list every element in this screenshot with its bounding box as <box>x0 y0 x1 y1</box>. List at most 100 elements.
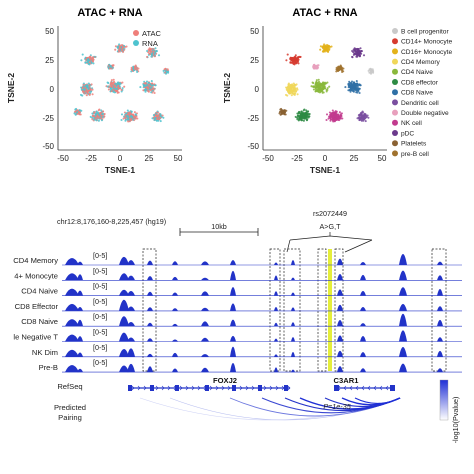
signal-peak <box>230 260 236 265</box>
tsne-point <box>336 115 339 118</box>
tsne-point <box>108 63 111 66</box>
exon <box>232 385 236 391</box>
tsne-point <box>335 118 338 122</box>
tsne-points-left <box>73 43 170 123</box>
tsne-point <box>315 81 318 84</box>
tsne-point <box>279 113 282 116</box>
tsne-point <box>352 81 355 84</box>
tsne-point <box>130 118 133 122</box>
tsne-point <box>145 86 148 89</box>
track-range: [0-5] <box>93 251 107 260</box>
tsne-point <box>151 117 154 120</box>
signal-peak <box>119 349 129 357</box>
signal-peak <box>119 316 129 327</box>
colorbar <box>439 379 449 421</box>
tsne-point <box>124 116 127 119</box>
signal-peak <box>399 330 407 342</box>
tsne-point <box>115 84 118 87</box>
tsne-point <box>121 46 124 49</box>
tsne-point <box>285 88 288 91</box>
tsne-point <box>371 70 374 73</box>
tsne-point <box>341 117 344 120</box>
tsne-point <box>154 84 157 87</box>
signal-peak <box>172 368 178 373</box>
tsne-point <box>332 120 335 123</box>
track-label: CD4 Naive <box>21 287 58 296</box>
strand-arrow <box>379 385 383 391</box>
signal-peak <box>360 368 366 373</box>
signal-peak <box>127 291 135 296</box>
panel-title: ATAC + RNA <box>77 7 142 19</box>
signal-peak <box>201 367 209 373</box>
strand-arrow <box>275 385 279 391</box>
signal-peak <box>337 258 343 265</box>
signal-peak <box>127 322 135 327</box>
tsne-point <box>290 85 294 88</box>
signal-peak <box>172 339 178 342</box>
legend-label: CD4 Naive <box>401 69 433 76</box>
strand-arrow <box>227 385 231 391</box>
tsne-point <box>331 109 334 112</box>
strand-arrow <box>215 385 219 391</box>
tsne-point <box>358 91 361 95</box>
tsne-point <box>362 54 366 57</box>
signal-peak <box>291 337 295 342</box>
tsne-point <box>84 90 87 93</box>
tsne-point <box>288 85 291 88</box>
tsne-point <box>286 94 289 97</box>
tsne-point <box>296 118 299 121</box>
y-tick: 25 <box>250 56 259 65</box>
signal-peak <box>172 276 178 281</box>
y-tick: 0 <box>255 85 260 94</box>
tsne-point <box>300 119 303 122</box>
tsne-point <box>370 70 373 73</box>
strand-arrow <box>191 385 195 391</box>
y-tick: 50 <box>45 27 54 36</box>
tsne-point <box>80 86 83 89</box>
tsne-point <box>83 92 86 95</box>
signal-peak <box>437 261 443 265</box>
signal-peak <box>291 322 295 327</box>
tsne-point <box>360 111 363 114</box>
tsne-point <box>108 67 112 70</box>
signal-peak <box>360 274 366 281</box>
tsne-point <box>142 83 145 87</box>
tsne-point <box>154 47 157 50</box>
tsne-point <box>82 82 85 85</box>
tsne-point <box>322 87 325 90</box>
tsne-point <box>92 56 95 59</box>
tsne-point <box>81 53 84 56</box>
tsne-point <box>103 115 106 118</box>
tsne-point <box>353 52 356 56</box>
tsne-point <box>121 87 124 90</box>
legend-swatch <box>392 130 398 136</box>
strand-arrow <box>185 385 189 391</box>
tsne-point <box>85 85 89 88</box>
signal-peak <box>147 260 153 265</box>
tsne-point <box>347 89 350 92</box>
tsne-point <box>291 84 294 87</box>
signal-peak <box>172 292 178 296</box>
legend-swatch-atac <box>133 30 139 36</box>
signal-peak <box>127 337 135 342</box>
tsne-point <box>125 118 128 121</box>
signal-tracks: CD4 Memory [0-5] 4+ Monocyte [0-5] CD4 Naive… <box>13 251 462 373</box>
signal-peak <box>201 277 209 281</box>
tsne-point <box>112 80 116 83</box>
track-range: [0-5] <box>93 266 107 275</box>
signal-peak <box>230 270 236 281</box>
track-label: CD4 Memory <box>13 256 58 265</box>
tsne-point <box>88 93 91 96</box>
tsne-point <box>336 68 339 71</box>
y-tick: -50 <box>247 142 259 151</box>
tsne-point <box>359 84 362 87</box>
tsne-point <box>338 111 341 114</box>
tsne-point <box>340 115 343 118</box>
tsne-point <box>356 82 359 85</box>
track-range: [0-5] <box>93 343 107 352</box>
strand-arrow <box>137 385 141 391</box>
tsne-point <box>362 119 365 122</box>
tsne-point <box>126 114 129 117</box>
signal-peak <box>119 365 129 373</box>
tsne-point <box>359 52 362 55</box>
